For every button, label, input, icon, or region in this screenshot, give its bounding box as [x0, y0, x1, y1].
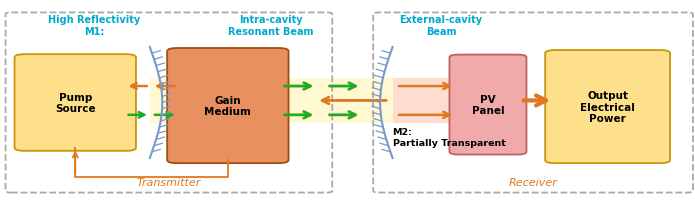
- Text: Pump
Source: Pump Source: [55, 92, 96, 114]
- Bar: [393, 78, 459, 123]
- Text: Intra-cavity
Resonant Beam: Intra-cavity Resonant Beam: [229, 15, 314, 36]
- FancyBboxPatch shape: [450, 55, 526, 155]
- Text: External-cavity
Beam: External-cavity Beam: [400, 15, 483, 36]
- Text: Output
Electrical
Power: Output Electrical Power: [580, 91, 635, 124]
- Bar: [150, 78, 393, 123]
- Text: PV
Panel: PV Panel: [472, 94, 505, 116]
- FancyBboxPatch shape: [545, 51, 670, 163]
- FancyBboxPatch shape: [167, 49, 288, 163]
- FancyBboxPatch shape: [15, 55, 136, 151]
- Text: Transmitter: Transmitter: [137, 177, 201, 187]
- Text: M2:
Partially Transparent: M2: Partially Transparent: [393, 128, 505, 147]
- Text: Receiver: Receiver: [509, 177, 557, 187]
- Text: Gain
Medium: Gain Medium: [204, 95, 252, 117]
- Text: High Reflectivity
M1:: High Reflectivity M1:: [48, 15, 140, 36]
